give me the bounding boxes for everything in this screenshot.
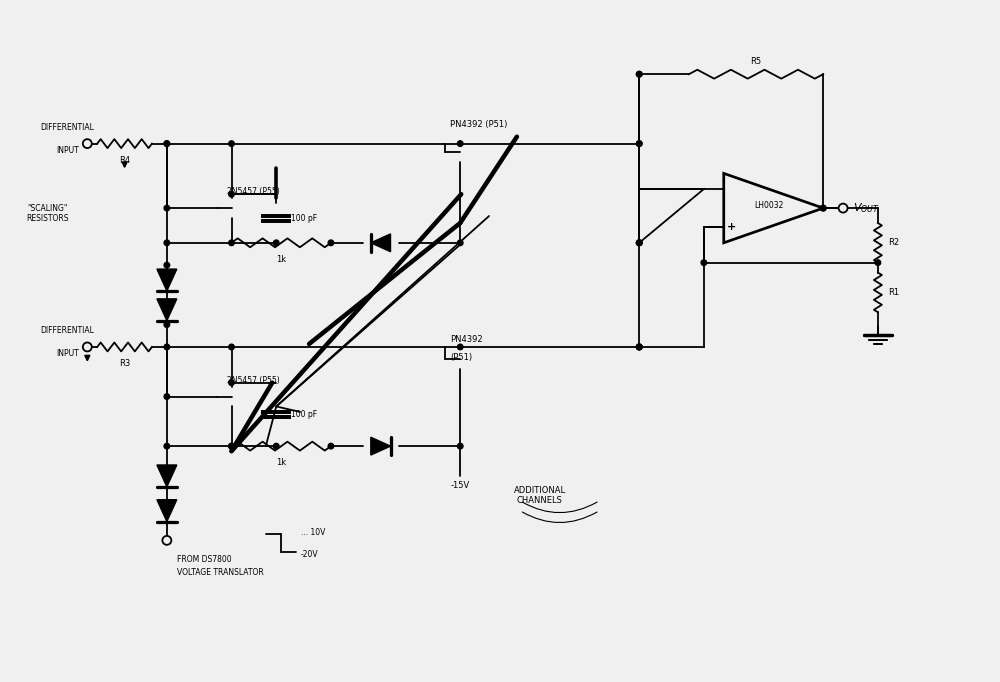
Circle shape — [229, 240, 234, 246]
Circle shape — [636, 344, 642, 350]
Circle shape — [636, 240, 642, 246]
Circle shape — [164, 205, 170, 211]
Circle shape — [164, 443, 170, 449]
Circle shape — [273, 240, 279, 246]
Text: VOLTAGE TRANSLATOR: VOLTAGE TRANSLATOR — [177, 568, 264, 577]
Circle shape — [328, 443, 334, 449]
Text: (P51): (P51) — [450, 353, 472, 362]
Circle shape — [229, 141, 234, 147]
Text: 1k: 1k — [276, 458, 286, 467]
Text: 100 pF: 100 pF — [291, 410, 317, 419]
Text: "SCALING"
RESISTORS: "SCALING" RESISTORS — [26, 203, 69, 223]
Text: 2N5457 (P55): 2N5457 (P55) — [227, 187, 279, 196]
Text: 100 pF: 100 pF — [291, 214, 317, 223]
Text: 2N5457 (P55): 2N5457 (P55) — [227, 376, 279, 385]
Circle shape — [636, 344, 642, 350]
Polygon shape — [371, 437, 391, 455]
Text: R4: R4 — [119, 155, 130, 164]
Circle shape — [457, 240, 463, 246]
Text: ADDITIONAL
CHANNELS: ADDITIONAL CHANNELS — [514, 486, 566, 505]
Circle shape — [164, 263, 170, 268]
Text: DIFFERENTIAL: DIFFERENTIAL — [40, 123, 94, 132]
Text: -15V: -15V — [451, 481, 470, 490]
Circle shape — [229, 443, 234, 449]
Circle shape — [820, 205, 826, 211]
Polygon shape — [157, 299, 177, 321]
Text: R3: R3 — [119, 359, 130, 368]
Circle shape — [164, 344, 170, 350]
Circle shape — [164, 322, 170, 327]
Circle shape — [229, 443, 234, 449]
Circle shape — [820, 205, 826, 211]
Circle shape — [162, 536, 171, 545]
Polygon shape — [371, 234, 391, 252]
Circle shape — [328, 240, 334, 246]
Circle shape — [229, 192, 234, 197]
Circle shape — [636, 344, 642, 350]
Polygon shape — [157, 269, 177, 291]
Circle shape — [83, 139, 92, 148]
Circle shape — [636, 72, 642, 77]
Text: ... 10V: ... 10V — [301, 528, 325, 537]
Text: LH0032: LH0032 — [754, 201, 783, 209]
Circle shape — [164, 394, 170, 400]
Text: 1k: 1k — [276, 254, 286, 264]
Circle shape — [457, 141, 463, 147]
Circle shape — [636, 240, 642, 246]
Text: +: + — [727, 222, 736, 233]
Text: PN4392: PN4392 — [450, 335, 483, 344]
Circle shape — [273, 443, 279, 449]
Text: INPUT: INPUT — [56, 349, 79, 358]
Polygon shape — [157, 465, 177, 487]
Text: R5: R5 — [751, 57, 762, 66]
Circle shape — [457, 344, 463, 350]
Text: -20V: -20V — [301, 550, 319, 559]
Text: R1: R1 — [888, 288, 899, 297]
Circle shape — [636, 72, 642, 77]
Circle shape — [839, 204, 848, 213]
Circle shape — [164, 240, 170, 246]
Circle shape — [229, 344, 234, 350]
Circle shape — [701, 260, 707, 265]
Circle shape — [636, 240, 642, 246]
Text: PN4392 (P51): PN4392 (P51) — [450, 120, 508, 129]
Circle shape — [457, 443, 463, 449]
Text: FROM DS7800: FROM DS7800 — [177, 555, 231, 564]
Circle shape — [164, 141, 170, 147]
Circle shape — [875, 260, 881, 265]
Circle shape — [636, 344, 642, 350]
Text: DIFFERENTIAL: DIFFERENTIAL — [40, 326, 94, 335]
Circle shape — [636, 141, 642, 147]
Text: $V_{OUT}$: $V_{OUT}$ — [853, 201, 880, 215]
Circle shape — [164, 141, 170, 147]
Text: R2: R2 — [888, 238, 899, 248]
Polygon shape — [157, 500, 177, 522]
Circle shape — [83, 342, 92, 351]
Circle shape — [636, 141, 642, 147]
Text: INPUT: INPUT — [56, 145, 79, 155]
Circle shape — [229, 380, 234, 385]
